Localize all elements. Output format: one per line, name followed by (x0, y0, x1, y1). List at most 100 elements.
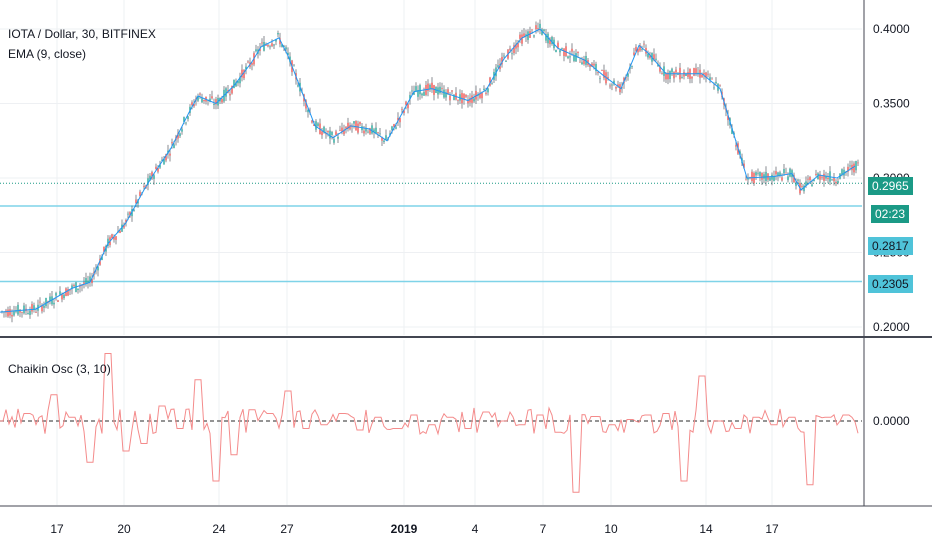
candle-body (833, 178, 835, 182)
candle-body (497, 65, 499, 67)
candle-body (755, 172, 757, 176)
candle-body (633, 52, 635, 55)
candle-body (345, 126, 347, 129)
candle-body (375, 127, 377, 134)
candle-body (781, 177, 783, 181)
candle-body (773, 176, 775, 182)
candle-body (357, 123, 359, 133)
candle-body (323, 126, 325, 133)
candle-body (655, 58, 657, 60)
candle-body (757, 172, 759, 174)
candle-body (185, 122, 187, 124)
candle-body (487, 88, 489, 93)
candle-body (413, 91, 415, 95)
candle-body (151, 172, 153, 179)
candle-body (423, 91, 425, 96)
candle-body (821, 176, 823, 178)
candle-body (33, 305, 35, 311)
candle-body (447, 89, 449, 95)
candle-body (811, 184, 813, 187)
candle-body (803, 185, 805, 192)
candle-body (787, 176, 789, 181)
candle-body (589, 64, 591, 67)
ema-legend[interactable]: EMA (9, close) (8, 47, 87, 61)
candle-body (669, 71, 671, 79)
candle-body (545, 34, 547, 41)
candle-body (129, 211, 131, 217)
candle-body (203, 99, 205, 102)
candle-body (797, 179, 799, 181)
candle-body (563, 48, 565, 56)
oscillator-legend[interactable]: Chaikin Osc (3, 10) (8, 362, 111, 376)
time-tick-label: 17 (50, 522, 64, 536)
candle-body (261, 42, 263, 44)
candle-body (371, 125, 373, 134)
candle-body (569, 56, 571, 58)
candle-body (681, 77, 683, 78)
candle-body (815, 173, 817, 176)
symbol-title: IOTA / Dollar, 30, BITFINEX (8, 27, 156, 41)
level-tag-1: 0.2817 (868, 237, 913, 255)
candle-body (457, 99, 459, 101)
candle-body (313, 124, 315, 126)
candle-body (771, 174, 773, 180)
candle-body (673, 72, 675, 79)
candle-body (827, 177, 829, 180)
candle-body (793, 175, 795, 183)
last-price-tag: 0.2965 (868, 177, 913, 195)
candle-body (35, 311, 37, 313)
candle-body (401, 108, 403, 110)
candle-body (565, 46, 567, 56)
candle-body (433, 85, 435, 95)
candle-body (9, 309, 11, 316)
candle-body (647, 53, 649, 58)
candle-body (43, 305, 45, 308)
candle-body (715, 81, 717, 84)
candle-body (813, 179, 815, 182)
candle-body (789, 168, 791, 177)
candle-body (363, 130, 365, 134)
candle-body (215, 99, 217, 105)
candle-body (169, 153, 171, 156)
candle-body (777, 172, 779, 176)
candle-body (575, 53, 577, 62)
candle-body (795, 183, 797, 186)
candle-body (225, 88, 227, 97)
candle-body (505, 61, 507, 62)
price-tick-label: 0.3500 (873, 97, 910, 111)
candle-body (511, 53, 513, 55)
candle-body (835, 181, 837, 184)
candle-body (727, 115, 729, 121)
candle-body (107, 238, 109, 246)
candle-body (297, 85, 299, 87)
candle-body (577, 51, 579, 53)
candle-body (711, 78, 713, 80)
candle-body (513, 45, 515, 54)
candle-body (161, 159, 163, 161)
candle-body (849, 165, 851, 167)
candle-body (349, 125, 351, 130)
candle-body (667, 72, 669, 80)
candle-body (847, 166, 849, 172)
candle-body (85, 278, 87, 285)
candle-body (127, 213, 129, 215)
candle-body (635, 46, 637, 51)
candle-body (613, 80, 615, 85)
candle-body (67, 289, 69, 296)
candle-body (89, 276, 91, 282)
candle-body (305, 100, 307, 109)
candle-body (19, 309, 21, 313)
candle-body (199, 93, 201, 95)
time-tick-label: 7 (540, 522, 547, 536)
candle-body (549, 38, 551, 45)
candle-body (143, 186, 145, 188)
candle-body (467, 100, 469, 104)
candle-body (351, 126, 353, 128)
candle-body (97, 266, 99, 271)
candle-body (179, 133, 181, 137)
candle-body (147, 178, 149, 185)
candle-body (21, 312, 23, 313)
candle-body (603, 70, 605, 78)
